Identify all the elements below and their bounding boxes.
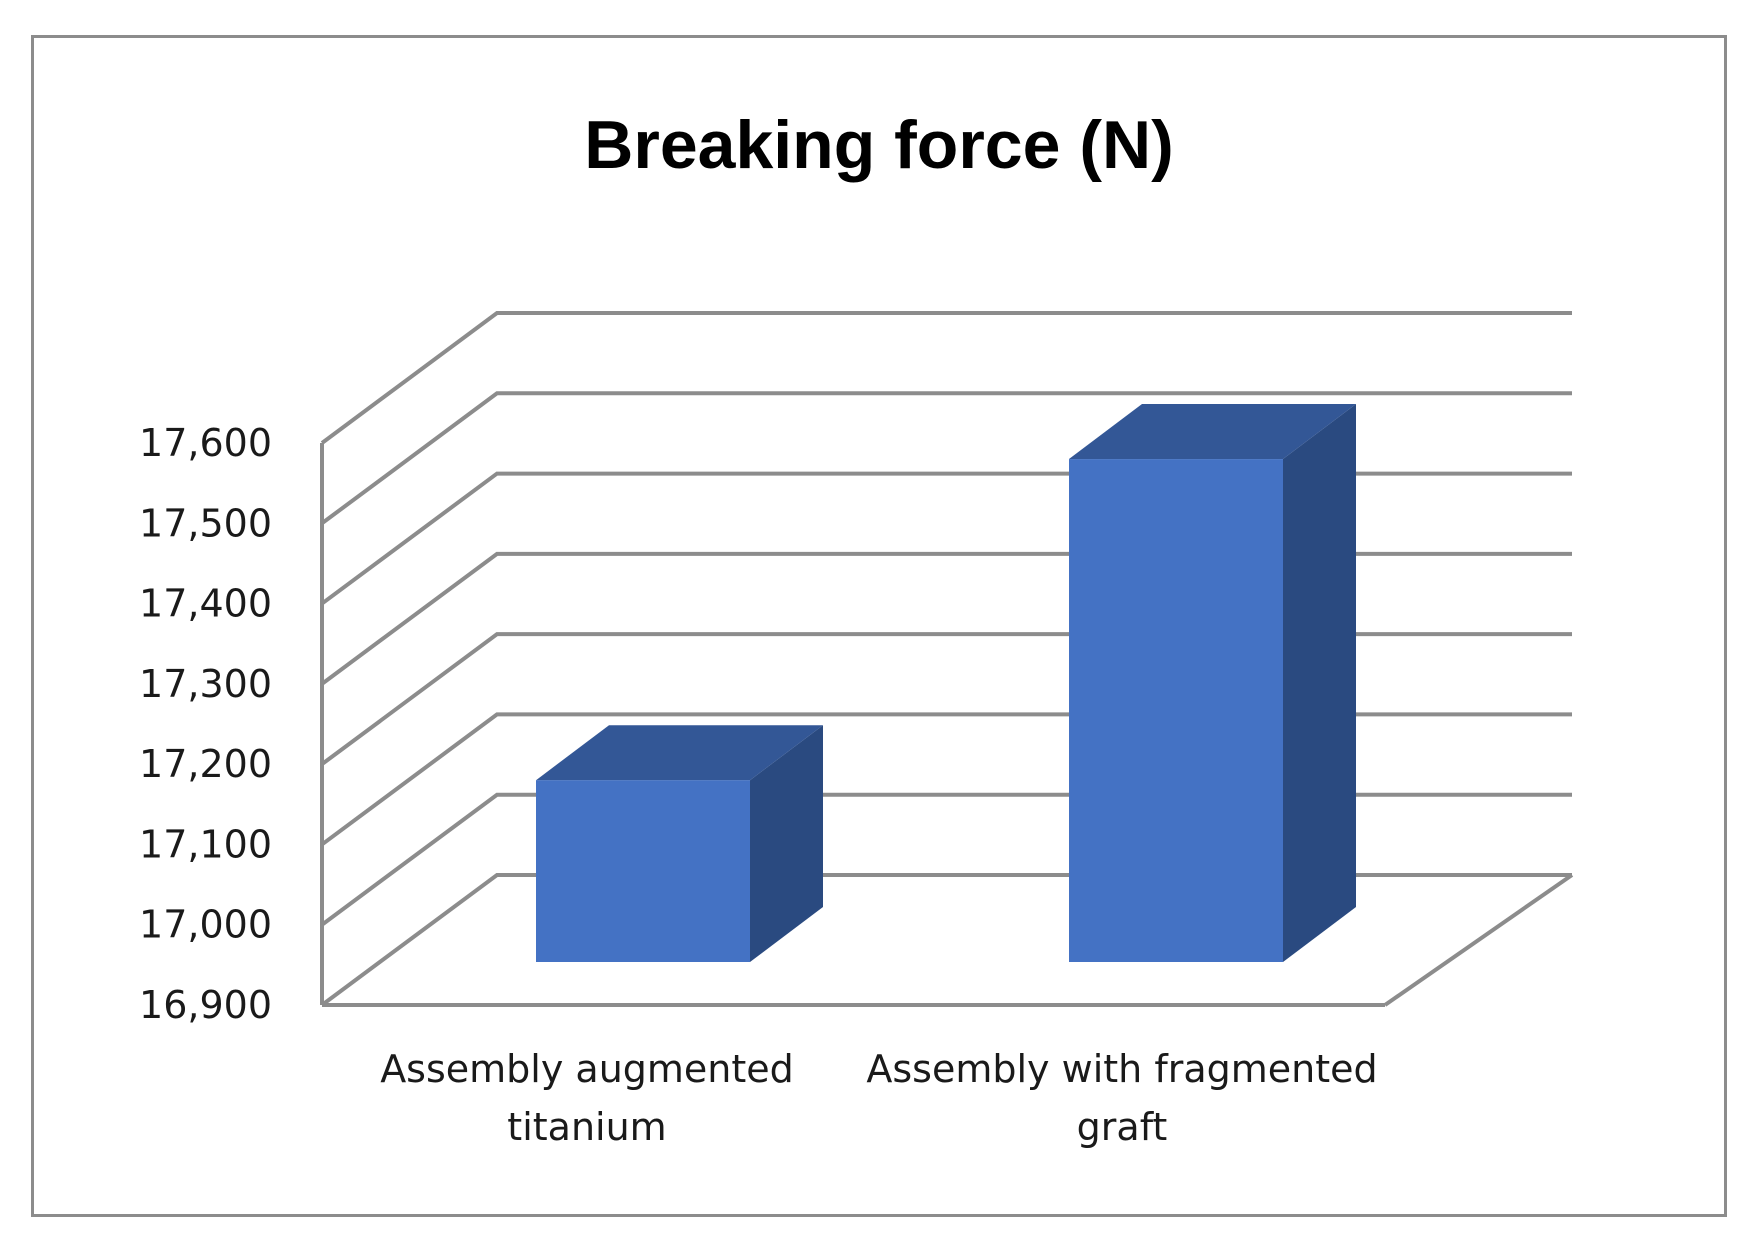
bar [536,725,823,962]
y-tick-label: 17,200 [139,742,272,786]
gridline [320,391,1572,525]
gridline [320,873,1572,1007]
bars [536,404,1356,962]
gridline [320,792,1572,927]
y-tick-label: 17,000 [139,903,272,947]
bar-side-face [1283,404,1356,962]
gridline [320,632,1572,766]
bar [1069,404,1356,962]
y-tick-label: 17,500 [139,501,272,545]
chart-frame [31,35,1727,1217]
y-tick-label: 16,900 [139,983,272,1027]
chart-walls [320,311,1574,1007]
gridline [320,551,1572,686]
y-axis-tick-labels: 16,900 17,000 17,100 17,200 17,300 17,400 17,5… [139,421,272,1027]
y-tick-label: 17,400 [139,582,272,626]
bar-top-face [536,725,823,781]
gridline [320,712,1572,847]
category-label: Assembly with fragmented graft [866,1047,1377,1149]
y-tick-label: 17,600 [139,421,272,465]
category-label: Assembly augmented titanium [380,1047,794,1149]
bar-top-face [1069,404,1356,460]
bar-front-face [536,780,750,962]
floor-side-edge [1383,873,1574,1007]
chart-title: Breaking force (N) [584,107,1173,183]
y-tick-label: 17,300 [139,662,272,706]
gridline [320,471,1572,606]
bar-front-face [1069,459,1283,962]
x-axis-category-labels: Assembly augmented titanium Assembly with … [380,1047,1377,1149]
y-tick-label: 17,100 [139,822,272,866]
bar-side-face [750,725,823,962]
gridline [320,311,1572,445]
